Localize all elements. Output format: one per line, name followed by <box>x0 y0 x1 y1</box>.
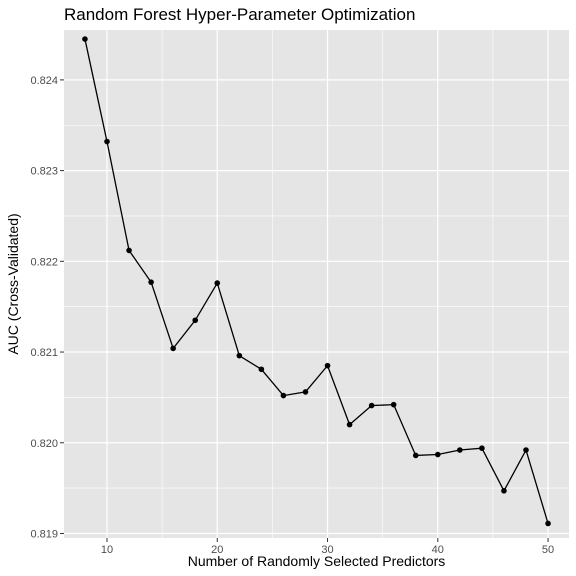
y-tick-label: 0.820 <box>30 438 58 450</box>
data-point <box>126 247 132 254</box>
data-point <box>104 138 110 145</box>
data-point <box>457 447 463 453</box>
x-tick-label: 20 <box>211 544 223 556</box>
data-point <box>258 366 265 373</box>
x-axis-title: Number of Randomly Selected Predictors <box>188 553 446 569</box>
y-tick-label: 0.819 <box>30 528 58 540</box>
series-group <box>82 36 551 527</box>
data-point <box>346 421 353 428</box>
data-point <box>192 317 199 324</box>
y-tick-label: 0.823 <box>30 166 58 178</box>
plot-panel <box>64 30 569 538</box>
data-point <box>434 451 441 458</box>
data-point <box>148 279 154 285</box>
data-point <box>324 362 331 369</box>
y-axis-title: AUC (Cross-Validated) <box>5 213 21 354</box>
data-point <box>368 402 375 409</box>
data-point <box>501 488 507 494</box>
x-tick-label: 10 <box>101 544 113 556</box>
x-tick-label: 40 <box>432 544 444 556</box>
minor-gridlines <box>64 30 569 538</box>
series-line <box>84 38 549 524</box>
data-point <box>302 389 309 395</box>
data-point <box>82 36 88 42</box>
data-point <box>390 401 397 408</box>
y-tick-label: 0.822 <box>30 256 58 268</box>
data-point <box>479 445 485 451</box>
y-tick-label: 0.821 <box>30 347 58 359</box>
data-point <box>236 352 243 359</box>
y-tick-label: 0.824 <box>30 75 58 87</box>
data-point <box>412 452 419 459</box>
data-point <box>170 345 176 352</box>
data-point <box>280 392 287 399</box>
axis-ticks: 10 20 30 40 50 0.819 0.820 0.821 0.822 0.823 0.824 <box>30 75 554 556</box>
x-tick-label: 50 <box>542 544 554 556</box>
x-tick-label: 30 <box>321 544 333 556</box>
data-point <box>214 280 221 286</box>
data-point <box>545 520 551 527</box>
chart-title: Random Forest Hyper-Parameter Optimizati… <box>64 5 415 24</box>
data-point <box>523 447 529 453</box>
